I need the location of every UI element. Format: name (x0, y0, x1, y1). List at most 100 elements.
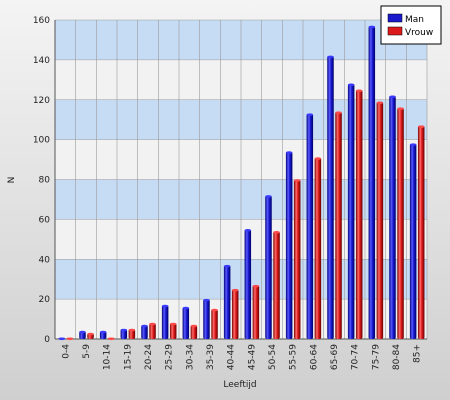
bar-cap (335, 111, 342, 115)
bar-man (79, 330, 86, 339)
bar-cap (182, 306, 190, 310)
bar-vrouw (128, 328, 136, 339)
x-tick-label: 20-24 (144, 344, 154, 370)
bar-cap (128, 328, 136, 332)
x-tick-label: 0-4 (61, 344, 71, 359)
bar-cap (252, 284, 260, 288)
bar-man (141, 324, 148, 339)
x-axis-ticks: 0-4 5-9 10-14 15-19 20-24 25-29 30-34 35-39 40-4… (61, 344, 422, 370)
bar-body (149, 323, 156, 339)
bar-vrouw (190, 324, 198, 339)
y-tick-label: 80 (39, 176, 51, 186)
bar-man (389, 95, 396, 339)
bar-cap (314, 157, 322, 160)
bar-man (58, 337, 66, 341)
x-tick-label: 15-19 (123, 344, 133, 370)
bar-man (347, 83, 355, 339)
bar-man (285, 151, 293, 339)
bar-body (211, 309, 218, 339)
bar-vrouw (107, 337, 115, 341)
bar-body (368, 25, 376, 339)
x-tick-label: 25-29 (165, 344, 175, 370)
bar-cap (397, 107, 404, 111)
x-tick-label: 30-34 (185, 344, 195, 370)
bar-man (120, 328, 128, 339)
bar-vrouw (211, 308, 218, 339)
bar-body (128, 329, 136, 339)
bar-body (306, 113, 314, 339)
bar-body (141, 325, 148, 339)
legend-label-vrouw: Vrouw (405, 28, 433, 38)
bar-body (252, 285, 260, 339)
bar-cap (355, 89, 363, 93)
bar-vrouw (376, 101, 384, 340)
y-tick-label: 40 (39, 255, 51, 265)
bar-body (409, 143, 417, 339)
bar-vrouw (149, 322, 156, 339)
bar-cap (211, 308, 218, 312)
bar-body (161, 305, 169, 339)
bar-man (265, 195, 272, 339)
bar-cap (417, 125, 425, 128)
bar-cap (161, 304, 169, 308)
x-tick-label: 45-49 (247, 344, 257, 370)
bar-cap (99, 330, 107, 334)
y-tick-label: 120 (33, 96, 50, 106)
x-tick-label: 80-84 (392, 344, 402, 370)
bar-vrouw (252, 284, 260, 339)
y-tick-label: 140 (33, 56, 50, 66)
bar-body (231, 289, 239, 339)
bar-body (273, 231, 280, 339)
bar-body (376, 101, 384, 340)
y-tick-label: 60 (39, 215, 51, 225)
bar-body (223, 265, 231, 339)
bar-cap (203, 298, 210, 302)
bar-vrouw (293, 179, 301, 339)
bar-cap (79, 330, 86, 334)
bar-body (355, 89, 363, 339)
x-axis-label: Leeftijd (223, 380, 256, 390)
bar-vrouw (169, 322, 177, 339)
bar-vrouw (314, 157, 322, 339)
bar-man (327, 55, 334, 339)
x-tick-label: 35-39 (206, 344, 216, 370)
x-tick-label: 65-69 (330, 344, 340, 370)
y-axis-ticks: 0 20 40 60 80 100 120 140 160 (33, 16, 50, 345)
bar-cap (141, 324, 148, 328)
bar-man (409, 143, 417, 339)
y-tick-label: 0 (44, 335, 50, 345)
bar-vrouw (66, 337, 74, 341)
bar-vrouw (417, 125, 425, 339)
bar-body (397, 107, 404, 339)
bar-cap (273, 231, 280, 234)
bar-cap (190, 324, 198, 328)
bar-man (161, 304, 169, 339)
legend-box (380, 5, 442, 45)
bar-vrouw (335, 111, 342, 340)
bar-body (182, 307, 190, 339)
bar-body (327, 55, 334, 339)
legend-label-man: Man (405, 15, 424, 25)
bar-cap (66, 337, 74, 341)
legend: Man Vrouw (380, 5, 442, 45)
bar-body (417, 125, 425, 339)
bar-cap (87, 332, 94, 336)
x-tick-label: 40-44 (227, 344, 237, 370)
bar-body (190, 325, 198, 339)
bar-body (265, 195, 272, 339)
legend-swatch-man (387, 13, 403, 23)
bars (58, 25, 425, 341)
bar-man (306, 113, 314, 339)
bar-body (244, 229, 252, 339)
bar-man (182, 306, 190, 339)
bar-body (169, 323, 177, 339)
bar-man (223, 264, 231, 339)
bar-cap (223, 264, 231, 268)
bar-man (368, 25, 376, 339)
bar-cap (389, 95, 396, 99)
bar-man (244, 229, 252, 339)
bar-cap (409, 143, 417, 146)
bar-cap (244, 229, 252, 232)
y-axis-label: N (7, 177, 17, 184)
